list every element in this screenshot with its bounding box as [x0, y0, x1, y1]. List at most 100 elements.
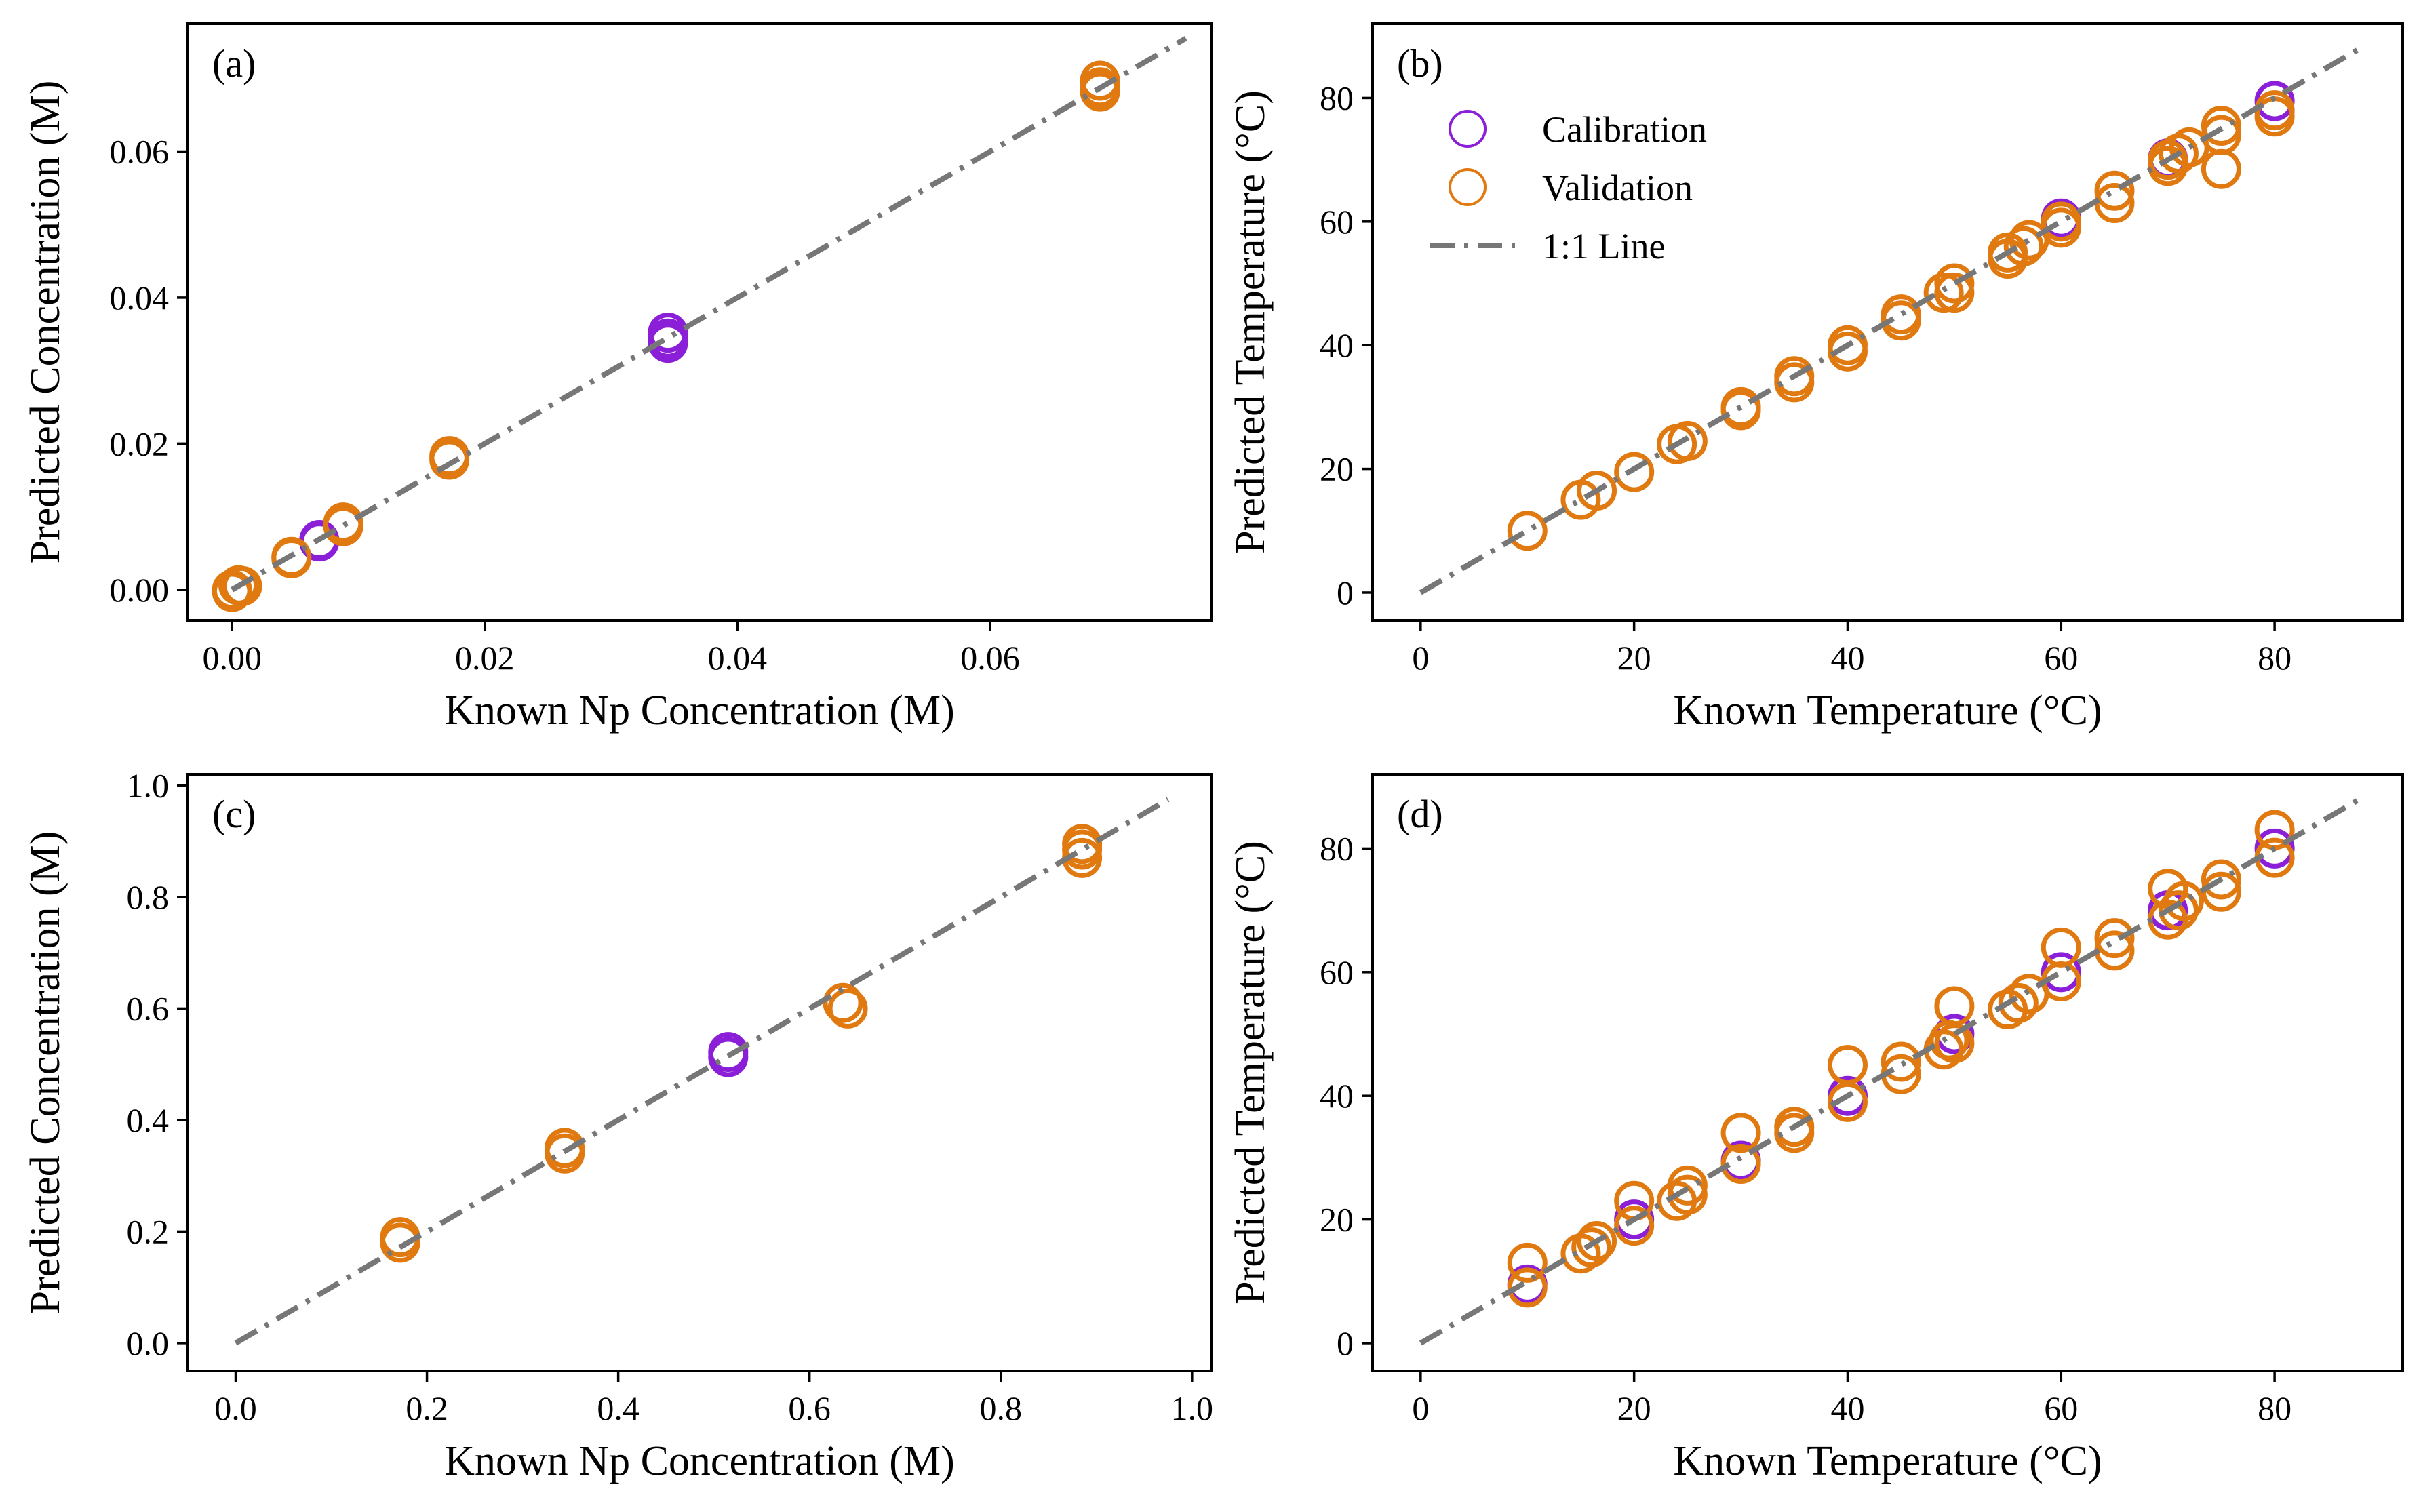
- validation-point: [1667, 1165, 1708, 1206]
- validation-point: [1827, 1081, 1868, 1122]
- x-tick-label: 0.6: [788, 1389, 831, 1427]
- validation-point: [2094, 170, 2135, 211]
- x-axis-label: Known Np Concentration (M): [444, 688, 954, 734]
- validation-point: [1577, 470, 1617, 511]
- validation-point: [2254, 810, 2295, 850]
- x-tick-label: 40: [1830, 639, 1864, 677]
- x-tick-label: 20: [1617, 639, 1651, 677]
- panel-label: (c): [212, 792, 256, 836]
- validation-point: [1774, 362, 1815, 403]
- y-tick-label: 60: [1320, 953, 1354, 991]
- calibration-point: [648, 323, 688, 363]
- legend-label: Validation: [1542, 167, 1693, 208]
- y-tick-label: 0.04: [110, 279, 170, 317]
- x-tick-label: 0.2: [406, 1389, 448, 1427]
- identity-line: [1419, 797, 2362, 1346]
- y-tick-label: 40: [1320, 1077, 1354, 1115]
- validation-point: [222, 565, 262, 606]
- validation-point: [429, 439, 470, 480]
- calibration-point: [708, 1037, 749, 1077]
- validation-point: [2094, 918, 2135, 959]
- y-tick-label: 60: [1320, 203, 1354, 241]
- panel-label: (b): [1397, 41, 1443, 85]
- x-axis-label: Known Temperature (°C): [1673, 1438, 2102, 1484]
- panel-b: 0 20 40 60 80 0 20 40 60 80 Known Temperature (°C)…: [1227, 22, 2404, 734]
- x-tick-label: 60: [2044, 639, 2078, 677]
- x-tick-label: 1.0: [1171, 1389, 1214, 1427]
- validation-point: [827, 988, 868, 1029]
- y-tick-label: 0: [1337, 574, 1354, 612]
- y-tick-label: 0.8: [127, 878, 170, 916]
- x-tick-label: 80: [2258, 639, 2291, 677]
- x-tick-label: 0.04: [708, 639, 768, 677]
- y-tick-label: 0: [1337, 1324, 1354, 1362]
- validation-point: [545, 1133, 585, 1174]
- y-axis-label: Predicted Temperature (°C): [1227, 841, 1274, 1305]
- x-axis-label: Known Temperature (°C): [1673, 688, 2102, 734]
- legend-calibration-marker: [1449, 110, 1487, 148]
- y-tick-label: 80: [1320, 829, 1354, 867]
- validation-point: [1571, 1227, 1612, 1268]
- plot-frame: [186, 22, 1213, 622]
- validation-point: [1614, 1206, 1655, 1246]
- y-tick-label: 0.02: [110, 424, 170, 462]
- validation-point: [823, 982, 863, 1023]
- y-tick-label: 20: [1320, 450, 1354, 488]
- validation-point: [1881, 1041, 1921, 1082]
- y-tick-label: 80: [1320, 79, 1354, 117]
- plot-frame: [186, 773, 1213, 1372]
- validation-point: [2003, 226, 2044, 266]
- y-tick-label: 0.00: [110, 571, 170, 609]
- validation-point: [1507, 511, 1548, 551]
- y-tick-label: 0.0: [127, 1324, 170, 1362]
- x-tick-label: 0.8: [979, 1389, 1022, 1427]
- panel-c: 0.0 0.2 0.4 0.6 0.8 1.0 0.0 0.2 0.4 0.6 0.8 1.0 Know…: [22, 766, 1213, 1484]
- validation-point: [323, 506, 363, 546]
- validation-point: [1774, 1113, 1815, 1153]
- y-tick-label: 0.06: [110, 132, 170, 170]
- validation-point: [2041, 927, 2081, 968]
- validation-point: [1614, 452, 1655, 492]
- identity-line: [234, 797, 1170, 1346]
- validation-point: [271, 538, 312, 578]
- plot-frame: [1371, 22, 2404, 622]
- x-tick-label: 0: [1412, 639, 1429, 677]
- panel-label: (d): [1397, 792, 1443, 836]
- validation-point: [1720, 390, 1761, 431]
- validation-point: [1507, 1267, 1548, 1308]
- x-tick-label: 0.02: [455, 639, 515, 677]
- y-tick-label: 0.2: [127, 1212, 170, 1250]
- legend: Calibration Validation 1:1 Line: [1430, 109, 1707, 266]
- y-axis-label: Predicted Concentration (M): [22, 81, 68, 564]
- validation-point: [1577, 1220, 1617, 1261]
- y-tick-label: 0.4: [127, 1101, 170, 1139]
- validation-point: [1934, 273, 1975, 313]
- legend-validation-marker: [1449, 168, 1487, 206]
- identity-line: [1419, 46, 2362, 595]
- validation-point: [1720, 1144, 1761, 1185]
- x-tick-label: 60: [2044, 1389, 2078, 1427]
- validation-point: [2201, 859, 2241, 900]
- panel-d: 0 20 40 60 80 0 20 40 60 80 Known Temperature (°C)…: [1227, 773, 2404, 1484]
- y-axis-label: Predicted Temperature (°C): [1227, 90, 1274, 554]
- legend-label: Calibration: [1542, 109, 1707, 150]
- validation-point: [1998, 982, 2039, 1023]
- validation-point: [2201, 148, 2241, 189]
- y-tick-label: 40: [1320, 326, 1354, 364]
- x-axis-label: Known Np Concentration (M): [444, 1438, 954, 1484]
- validation-point: [1923, 273, 1964, 313]
- validation-point: [1720, 1113, 1761, 1153]
- x-tick-label: 40: [1830, 1389, 1864, 1427]
- validation-point: [1827, 331, 1868, 372]
- x-tick-label: 0.4: [597, 1389, 639, 1427]
- y-tick-label: 20: [1320, 1201, 1354, 1239]
- y-tick-label: 0.6: [127, 989, 170, 1027]
- validation-point: [2201, 105, 2241, 146]
- identity-line: [231, 36, 1187, 593]
- validation-point: [1881, 300, 1921, 341]
- validation-point: [1934, 1023, 1975, 1064]
- x-tick-label: 0: [1412, 1389, 1429, 1427]
- y-tick-label: 1.0: [127, 766, 170, 804]
